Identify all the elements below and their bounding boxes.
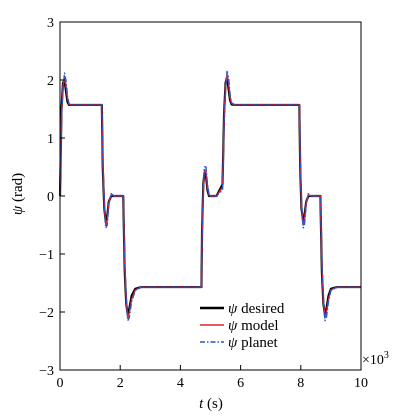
legend-label-1: ψ desired (228, 301, 285, 317)
legend-label-2: ψ model (228, 318, 279, 334)
tick-labels: 0 2 4 6 8 10 −3 −2 −1 0 1 2 3 (39, 16, 368, 391)
x-tick-label: 2 (117, 376, 124, 391)
y-tick-label: 0 (47, 190, 54, 205)
y-axis-unit: (rad) (10, 173, 26, 202)
x-tick-label: 6 (237, 376, 244, 391)
series-line-3 (59, 70, 361, 322)
y-tick-label: 1 (47, 132, 54, 147)
series-layer (58, 70, 361, 322)
y-tick-label: 2 (47, 74, 54, 89)
x-multiplier-exponent: 3 (384, 350, 389, 361)
y-tick-label: −2 (39, 306, 54, 321)
legend-label-3: ψ planet (228, 335, 279, 351)
y-tick-label: −3 (39, 364, 54, 379)
y-axis-title: ψ (rad) (10, 173, 26, 215)
x-tick-label: 8 (297, 376, 304, 391)
x-tick-label: 4 (177, 376, 184, 391)
x-axis-unit: (s) (207, 396, 223, 412)
x-axis-title: t (s) (199, 396, 223, 412)
x-tick-label: 10 (354, 376, 368, 391)
y-tick-label: −1 (39, 248, 54, 263)
axes-layer (59, 21, 362, 371)
x-multiplier: ×103 (362, 350, 389, 368)
y-tick-label: 3 (47, 16, 54, 31)
y-axis-symbol: ψ (10, 205, 26, 215)
x-axis-symbol: t (199, 396, 204, 412)
x-tick-label: 0 (57, 376, 64, 391)
